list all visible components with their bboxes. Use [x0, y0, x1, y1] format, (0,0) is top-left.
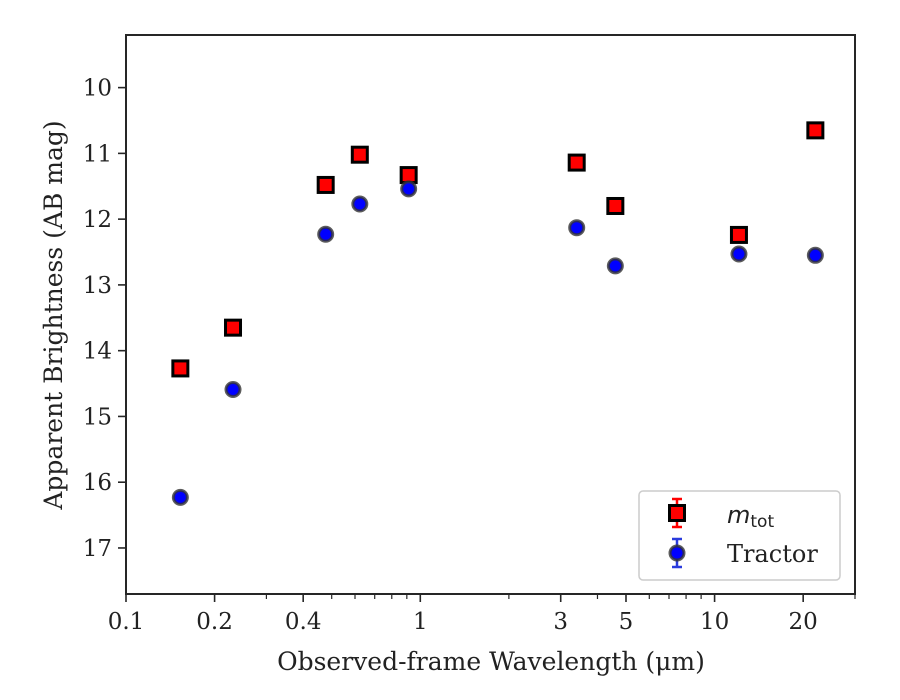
x-tick-label: 20	[789, 609, 818, 635]
tractor-point	[171, 488, 189, 506]
x-tick-label: 1	[413, 609, 428, 635]
tractor-point	[400, 180, 418, 198]
y-tick-label: 12	[83, 207, 112, 233]
mtot-point	[567, 153, 586, 172]
legend-tractor-marker	[668, 544, 686, 562]
legend: mtot Tractor	[638, 490, 841, 581]
tractor-point	[351, 195, 369, 213]
x-tick-label: 0.4	[285, 609, 322, 635]
mtot-point	[399, 166, 418, 185]
legend-mtot-label: mtot	[727, 501, 774, 532]
y-tick-label: 11	[83, 141, 112, 167]
y-axis-label: Apparent Brightness (AB mag)	[39, 120, 68, 510]
x-tick-label: 10	[700, 609, 729, 635]
mtot-point	[224, 318, 243, 337]
mtot-point	[806, 121, 825, 140]
y-tick-label: 17	[83, 536, 112, 562]
tractor-point	[730, 245, 748, 263]
legend-label-main: m	[727, 501, 750, 529]
y-tick-label: 16	[83, 470, 112, 496]
x-tick-label: 0.1	[108, 609, 145, 635]
x-tick-label: 3	[553, 609, 568, 635]
mtot-point	[316, 175, 335, 194]
tractor-point	[224, 380, 242, 398]
y-tick-label: 10	[83, 76, 112, 102]
y-tick-label: 15	[83, 404, 112, 430]
tractor-point	[317, 225, 335, 243]
x-tick-label: 0.2	[196, 609, 233, 635]
tractor-point	[568, 219, 586, 237]
mtot-point	[729, 225, 748, 244]
axes-frame	[125, 34, 856, 595]
legend-label-subscript: tot	[750, 512, 774, 532]
legend-tractor-label: Tractor	[727, 540, 818, 568]
x-axis-label: Observed-frame Wavelength (μm)	[277, 647, 705, 676]
tractor-point	[806, 246, 824, 264]
tractor-point	[606, 257, 624, 275]
x-tick-label: 5	[619, 609, 634, 635]
legend-box	[638, 490, 841, 581]
mtot-point	[350, 145, 369, 164]
legend-mtot-marker	[668, 504, 686, 522]
mtot-point	[606, 196, 625, 215]
y-tick-label: 14	[83, 339, 112, 365]
plot-area	[125, 34, 856, 595]
data-marks	[171, 121, 825, 506]
mtot-point	[171, 359, 190, 378]
y-tick-label: 13	[83, 273, 112, 299]
